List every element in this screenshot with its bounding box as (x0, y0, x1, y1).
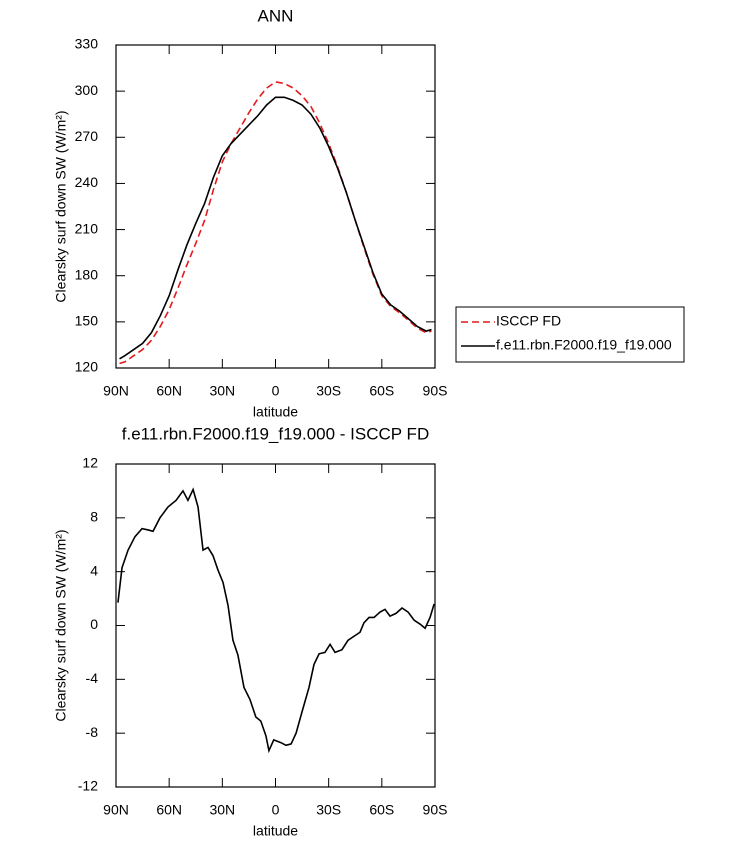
legend-label: f.e11.rbn.F2000.f19_f19.000 (496, 337, 672, 353)
y-tick-label: 4 (90, 562, 98, 578)
x-axis-label: latitude (253, 404, 298, 420)
y-axis-label: Clearsky surf down SW (W/m²) (53, 110, 69, 302)
x-tick-label: 0 (272, 802, 280, 818)
y-tick-label: 8 (90, 509, 98, 525)
y-tick-label: 150 (75, 313, 99, 329)
x-tick-label: 90N (103, 383, 129, 399)
plot-frame (115, 463, 436, 788)
x-tick-label: 90S (423, 383, 448, 399)
x-tick-label: 90S (423, 802, 448, 818)
plot-frame (115, 44, 436, 369)
legend-box (455, 306, 685, 363)
x-tick-label: 60N (156, 383, 182, 399)
data-line (119, 81, 432, 365)
y-axis-label: Clearsky surf down SW (W/m²) (53, 529, 69, 721)
x-tick-label: 60N (156, 802, 182, 818)
data-line (117, 487, 435, 754)
y-tick-label: 210 (75, 220, 99, 236)
chart-title: ANN (258, 6, 294, 25)
x-tick-label: 0 (272, 383, 280, 399)
y-tick-label: 270 (75, 128, 99, 144)
x-tick-label: 90N (103, 802, 129, 818)
y-tick-label: -12 (78, 778, 98, 794)
y-tick-label: 180 (75, 266, 99, 282)
x-tick-label: 30N (209, 383, 235, 399)
chart-title: f.e11.rbn.F2000.f19_f19.000 - ISCCP FD (122, 424, 429, 443)
x-tick-label: 60S (369, 802, 394, 818)
x-tick-label: 30S (316, 383, 341, 399)
x-tick-label: 60S (369, 383, 394, 399)
y-tick-label: -4 (86, 670, 99, 686)
legend-label: ISCCP FD (496, 313, 561, 329)
x-axis-label: latitude (253, 823, 298, 839)
x-tick-label: 30S (316, 802, 341, 818)
y-tick-label: 300 (75, 82, 99, 98)
data-line (119, 96, 432, 360)
y-tick-label: 240 (75, 174, 99, 190)
y-tick-label: -8 (86, 724, 99, 740)
x-tick-label: 30N (209, 802, 235, 818)
y-tick-label: 0 (90, 616, 98, 632)
y-tick-label: 330 (75, 36, 99, 52)
y-tick-label: 120 (75, 359, 99, 375)
y-tick-label: 12 (82, 455, 98, 471)
